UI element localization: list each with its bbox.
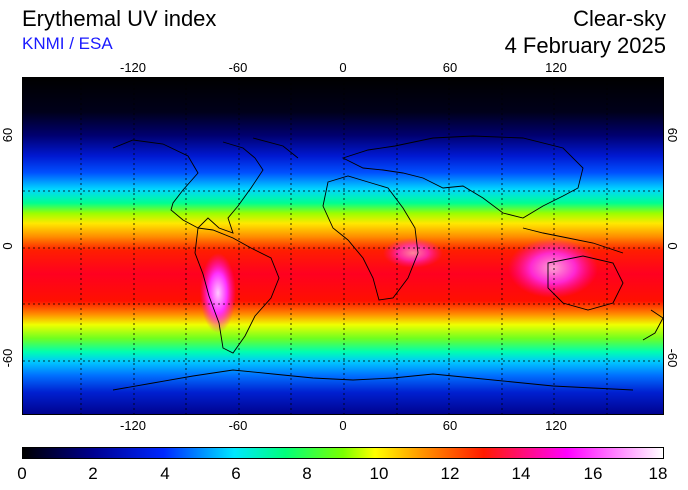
coastline-south-america — [194, 227, 280, 354]
colorbar-tick-label: 6 — [231, 464, 241, 483]
uv-hotspot-africa — [383, 238, 443, 268]
colorbar-tick-label: 12 — [440, 464, 460, 483]
uv-hotspot-andes — [200, 253, 236, 333]
colorbar-tick-label: 10 — [369, 464, 389, 483]
coastline-north-america — [112, 139, 264, 234]
lon-label-top: 60 — [442, 60, 458, 75]
lon-label-bottom: 0 — [339, 418, 347, 433]
uv-colorbar — [22, 447, 664, 459]
lat-label-right: 0 — [665, 242, 680, 250]
uv-hotspot-australia — [508, 238, 598, 298]
lon-label-top: 120 — [545, 60, 567, 75]
lon-label-bottom: 60 — [442, 418, 458, 433]
uv-index-map — [22, 77, 664, 415]
colorbar-tick-label: 4 — [160, 464, 170, 483]
lat-label-right: 60 — [665, 127, 680, 143]
graticule — [23, 78, 663, 414]
coastline-australia — [547, 255, 624, 311]
lon-label-top: -60 — [228, 60, 248, 75]
coastline-maritime-asia — [522, 227, 624, 254]
lon-label-bottom: -60 — [228, 418, 248, 433]
lat-label-left: 0 — [0, 242, 15, 250]
colorbar-tick-label: 14 — [511, 464, 531, 483]
colorbar-tick-label: 18 — [648, 464, 668, 483]
lon-label-bottom: 120 — [545, 418, 567, 433]
data-source-label: KNMI / ESA — [22, 34, 113, 53]
coastlines — [112, 135, 663, 391]
coastline-eurasia — [341, 135, 584, 219]
sky-mode-label: Clear-sky — [573, 6, 666, 31]
colorbar-tick-label: 16 — [583, 464, 603, 483]
colorbar-tick-label: 2 — [88, 464, 98, 483]
coastline-africa — [322, 175, 419, 301]
lat-label-right: -60 — [665, 348, 680, 368]
lat-label-left: -60 — [0, 348, 15, 368]
coastline-greenland — [252, 137, 299, 159]
date-label: 4 February 2025 — [504, 33, 666, 58]
coastline-antarctica — [112, 369, 634, 391]
lon-label-bottom: -120 — [119, 418, 147, 433]
lon-label-top: -120 — [119, 60, 147, 75]
colorbar-tick-label: 8 — [302, 464, 312, 483]
colorbar-tick-label: 0 — [17, 464, 27, 483]
lat-label-left: 60 — [0, 127, 15, 143]
coastline-new-zealand — [642, 309, 663, 341]
map-title: Erythemal UV index — [22, 6, 217, 31]
lon-label-top: 0 — [339, 60, 347, 75]
